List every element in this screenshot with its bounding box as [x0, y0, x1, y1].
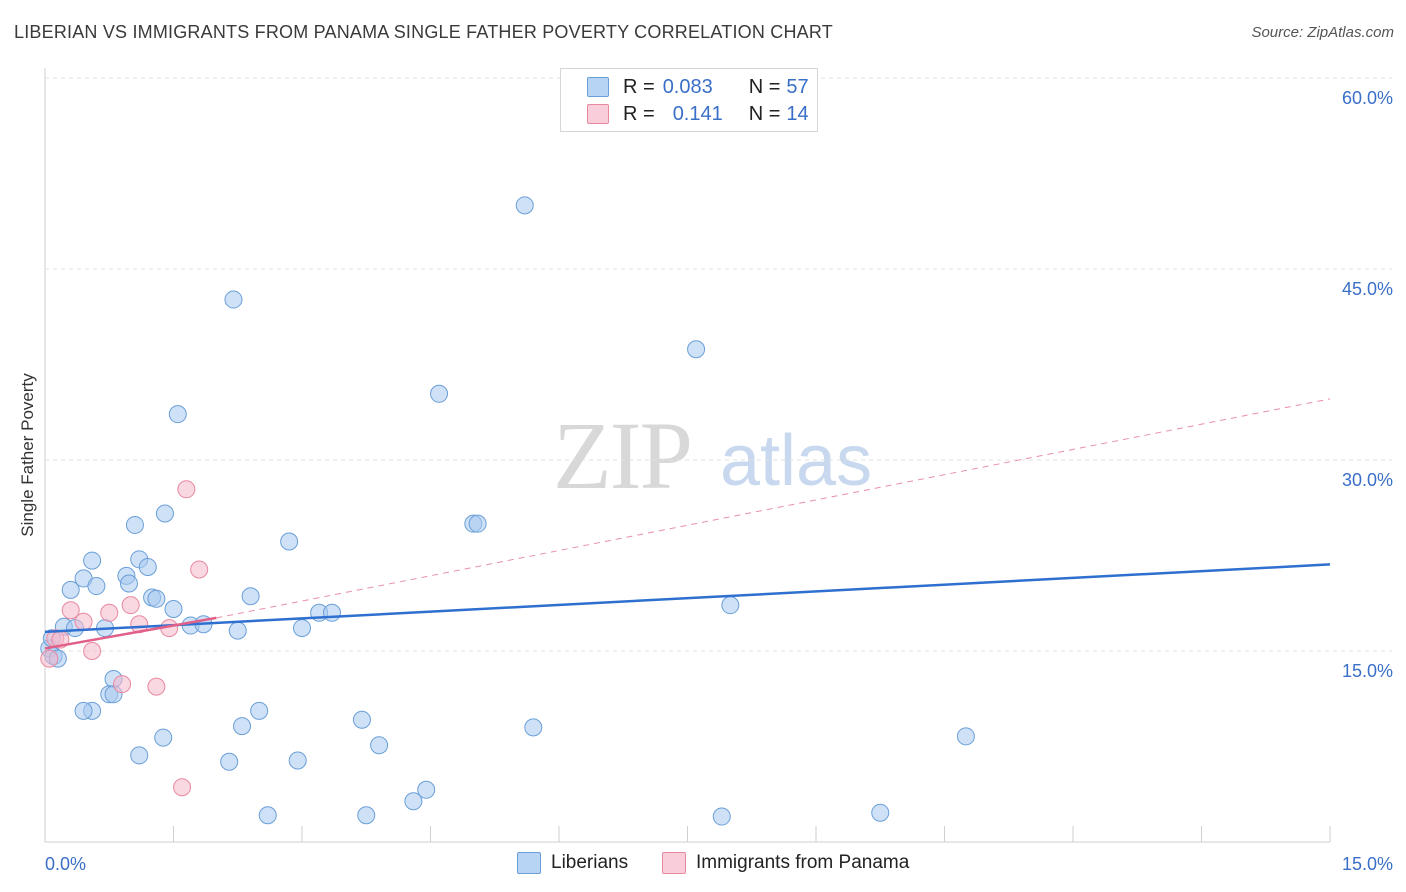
liberians-point: [147, 589, 166, 608]
liberians-point: [224, 290, 243, 309]
legend-n-value: 14: [786, 102, 809, 125]
legend-n-label: N =: [748, 75, 781, 98]
panama-point: [100, 603, 119, 622]
liberians-point: [220, 752, 239, 771]
legend-item-liberians: Liberians: [517, 852, 628, 874]
liberians-point: [233, 717, 252, 736]
x-tick-label: 15.0%: [1342, 854, 1393, 874]
panama-trend-line: [44, 616, 217, 650]
liberians-point: [83, 551, 102, 570]
liberians-point: [130, 746, 149, 765]
panama-point: [113, 675, 132, 694]
panama-point: [173, 778, 192, 797]
watermark-zip: ZIP: [553, 402, 693, 509]
liberians-point: [280, 532, 299, 551]
liberians-point: [138, 557, 157, 576]
legend-swatch-liberians: [517, 852, 541, 874]
source-label: Source: ZipAtlas.com: [1251, 24, 1394, 41]
panama-point: [61, 601, 80, 620]
watermark-atlas: atlas: [720, 421, 873, 501]
liberians-point: [687, 340, 706, 359]
liberians-point: [956, 727, 975, 746]
panama-trend-extension: [216, 398, 1331, 619]
legend-label-panama: Immigrants from Panama: [696, 852, 910, 873]
liberians-point: [871, 803, 890, 822]
panama-point: [40, 649, 59, 668]
liberians-point: [125, 515, 144, 534]
legend-item-panama: Immigrants from Panama: [662, 852, 909, 874]
liberians-point: [430, 384, 449, 403]
liberians-point: [61, 580, 80, 599]
liberians-point: [241, 587, 260, 606]
legend-swatch-liberians: [587, 77, 609, 97]
legend-swatch-panama: [587, 104, 609, 124]
panama-point: [74, 612, 93, 631]
legend-r-value: 0.141: [672, 102, 723, 125]
chart-title: LIBERIAN VS IMMIGRANTS FROM PANAMA SINGL…: [14, 22, 833, 42]
liberians-point: [288, 751, 307, 770]
liberians-point: [370, 736, 389, 755]
liberians-point: [164, 599, 183, 618]
liberians-point: [468, 514, 487, 533]
liberians-point: [154, 728, 173, 747]
y-tick-label: 45.0%: [1342, 279, 1393, 299]
legend-r-label: R =: [623, 102, 655, 125]
liberians-point: [417, 780, 436, 799]
panama-point: [177, 480, 196, 499]
liberians-point: [721, 596, 740, 615]
x-tick-label: 0.0%: [45, 854, 86, 874]
legend-row-panama: R = 0.141 N = 14: [587, 102, 809, 126]
liberians-point: [168, 405, 187, 424]
legend-row-liberians: R = 0.083 N = 57: [587, 75, 809, 99]
y-tick-label: 30.0%: [1342, 470, 1393, 490]
liberians-trend-line: [44, 563, 1331, 634]
liberians-point: [155, 504, 174, 523]
legend-n-value: 57: [786, 75, 809, 98]
legend-n-label: N =: [748, 102, 781, 125]
panama-point: [121, 596, 140, 615]
correlation-legend: R = 0.083 N = 57 R = 0.141 N = 14: [560, 68, 818, 132]
panama-point: [83, 642, 102, 660]
liberians-point: [404, 792, 423, 811]
y-tick-label: 15.0%: [1342, 661, 1393, 681]
y-tick-label: 60.0%: [1342, 88, 1393, 108]
liberians-point: [515, 196, 534, 215]
legend-r-value: 0.083: [662, 75, 713, 98]
liberians-point: [228, 621, 247, 640]
liberians-point: [352, 710, 371, 729]
liberians-point: [74, 701, 93, 720]
liberians-point: [293, 619, 311, 638]
liberians-point: [258, 806, 277, 825]
liberians-point: [322, 603, 341, 622]
legend-swatch-panama: [662, 852, 686, 874]
liberians-point: [87, 577, 106, 596]
legend-r-label: R =: [623, 75, 655, 98]
panama-point: [147, 677, 166, 696]
liberians-point: [119, 574, 138, 593]
liberians-point: [357, 806, 376, 825]
panama-point: [190, 560, 209, 579]
series-legend: Liberians Immigrants from Panama: [0, 852, 1406, 878]
legend-label-liberians: Liberians: [551, 852, 629, 873]
liberians-point: [712, 807, 731, 826]
liberians-point: [250, 701, 269, 720]
liberians-point: [524, 718, 543, 737]
